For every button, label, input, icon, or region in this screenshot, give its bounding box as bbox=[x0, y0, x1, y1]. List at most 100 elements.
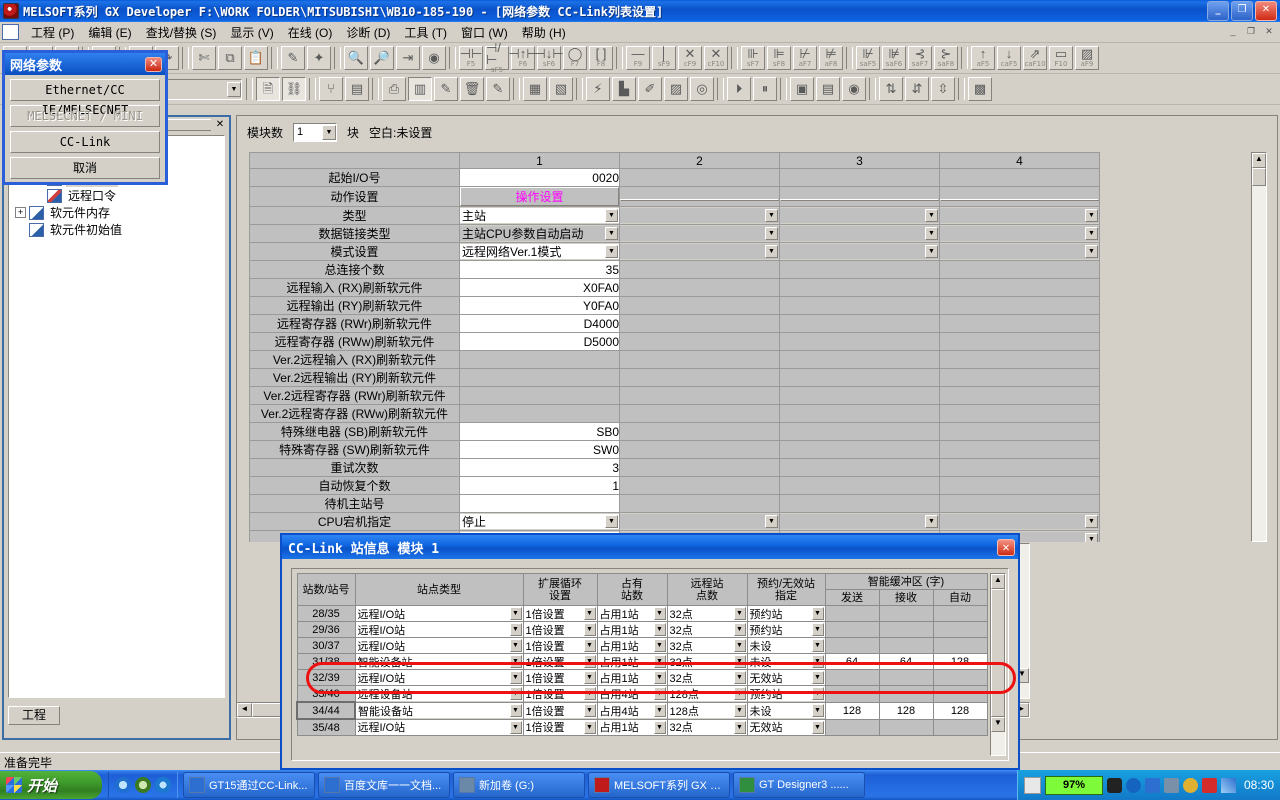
buffer-send-cell[interactable] bbox=[824, 637, 880, 654]
menu-tools[interactable]: 工具 (T) bbox=[404, 25, 448, 40]
expand-cycle-combo[interactable]: 1倍设置 ▼ bbox=[524, 638, 596, 653]
ladder-symbol-aF8-button[interactable]: ⊭ aF8 bbox=[819, 46, 843, 70]
step-stop-button[interactable]: ⏸ bbox=[753, 77, 777, 101]
close-icon[interactable]: ✕ bbox=[997, 538, 1015, 556]
parameter-combo[interactable]: ▼ bbox=[940, 514, 1099, 529]
project-view-button[interactable]: 🗎 bbox=[256, 77, 280, 101]
chevron-down-icon[interactable]: ▼ bbox=[765, 209, 778, 222]
parameter-combo[interactable]: ▼ bbox=[940, 244, 1099, 259]
buffer-recv-cell[interactable] bbox=[878, 605, 934, 622]
header-buffer-send[interactable]: 发送 bbox=[824, 589, 880, 606]
expand-cycle-combo[interactable]: 1倍设置 ▼ bbox=[524, 686, 596, 702]
child-close-button[interactable]: ✕ bbox=[1260, 23, 1278, 41]
occupy-station-combo[interactable]: 占用1站 ▼ bbox=[598, 670, 666, 685]
occupy-station-combo[interactable]: 占用1站 ▼ bbox=[598, 654, 666, 669]
buffer-auto-cell[interactable] bbox=[932, 685, 988, 703]
ladder-edit-button[interactable]: ▙ bbox=[612, 77, 636, 101]
grid-toggle-button[interactable]: ▩ bbox=[968, 77, 992, 101]
taskbar-task-4[interactable]: GT Designer3 ...... bbox=[733, 772, 865, 798]
safely-remove-icon[interactable] bbox=[1125, 777, 1141, 793]
remote-points-combo[interactable]: 32点 ▼ bbox=[668, 606, 746, 621]
tab-project[interactable]: 工程 bbox=[8, 706, 60, 725]
station-type-combo[interactable]: 远程I/O站 ▼ bbox=[356, 606, 522, 621]
cancel-button[interactable]: 取消 bbox=[10, 157, 160, 179]
column-header-1[interactable]: 1 bbox=[459, 152, 620, 169]
chevron-down-icon[interactable]: ▼ bbox=[653, 655, 666, 668]
chevron-down-icon[interactable]: ▼ bbox=[509, 623, 522, 636]
operation-setting-button[interactable]: 操作设置 bbox=[460, 187, 619, 206]
buffer-recv-cell[interactable]: 64 bbox=[878, 653, 934, 670]
tree-view-button[interactable]: ⛓ bbox=[282, 77, 306, 101]
parameter-row[interactable]: 远程寄存器 (RWr)刷新软元件 D4000 bbox=[249, 314, 1100, 333]
chevron-down-icon[interactable]: ▼ bbox=[653, 671, 666, 684]
reserve-invalid-combo[interactable]: 预约站 ▼ bbox=[748, 686, 824, 702]
buffer-send-cell[interactable] bbox=[824, 669, 880, 686]
chevron-down-icon[interactable]: ▼ bbox=[509, 687, 522, 701]
start-button[interactable]: 开始 bbox=[0, 771, 102, 799]
buffer-send-cell[interactable]: 64 bbox=[824, 653, 880, 670]
chevron-down-icon[interactable]: ▼ bbox=[583, 704, 596, 717]
chevron-down-icon[interactable]: ▼ bbox=[653, 607, 666, 620]
parameter-row[interactable]: 远程输出 (RY)刷新软元件 Y0FA0 bbox=[249, 296, 1100, 315]
chevron-down-icon[interactable]: ▼ bbox=[605, 209, 618, 222]
network-icon[interactable] bbox=[1163, 777, 1179, 793]
close-button[interactable]: ✕ bbox=[1255, 1, 1277, 21]
header-remote-points[interactable]: 远程站 点数 bbox=[666, 573, 748, 606]
chevron-down-icon[interactable]: ▼ bbox=[925, 209, 938, 222]
station-type-combo[interactable]: 远程I/O站 ▼ bbox=[356, 622, 522, 637]
chevron-down-icon[interactable]: ▼ bbox=[1085, 245, 1098, 258]
delete-plc-data-button[interactable]: 🗑 bbox=[460, 77, 484, 101]
chevron-down-icon[interactable]: ▼ bbox=[733, 687, 746, 701]
ladder-symbol-saF6-button[interactable]: ⊯ saF6 bbox=[882, 46, 906, 70]
chevron-down-icon[interactable]: ▼ bbox=[1085, 209, 1098, 222]
chevron-down-icon[interactable]: ▼ bbox=[765, 227, 778, 240]
reserve-invalid-combo[interactable]: 未设 ▼ bbox=[748, 703, 824, 718]
chevron-down-icon[interactable]: ▼ bbox=[733, 639, 746, 652]
monitor-mode-button[interactable]: ✦ bbox=[307, 46, 331, 70]
parameter-combo[interactable]: ▼ bbox=[780, 514, 939, 529]
module-count-select[interactable]: 1 ▼ bbox=[293, 122, 338, 142]
menu-window[interactable]: 窗口 (W) bbox=[461, 25, 508, 40]
cclink-station-row[interactable]: 35/48 远程I/O站 ▼ 1倍设置 ▼ 占用1站 ▼ 32点 ▼ 无效站 ▼ bbox=[296, 718, 988, 736]
remote-points-combo[interactable]: 128点 ▼ bbox=[668, 686, 746, 702]
parameter-row[interactable]: 重试次数 3 bbox=[249, 458, 1100, 477]
chevron-down-icon[interactable]: ▼ bbox=[733, 671, 746, 684]
taskbar-task-2[interactable]: 新加卷 (G:) bbox=[453, 772, 585, 798]
reserve-invalid-combo[interactable]: 未设 ▼ bbox=[748, 638, 824, 653]
chevron-down-icon[interactable]: ▼ bbox=[811, 671, 824, 684]
parameter-combo[interactable]: ▼ bbox=[620, 226, 779, 241]
ladder-symbol-sF7-button[interactable]: ⊪ sF7 bbox=[741, 46, 765, 70]
write-to-plc-button[interactable]: ▥ bbox=[408, 77, 432, 101]
chevron-down-icon[interactable]: ▼ bbox=[765, 515, 778, 528]
remote-points-combo[interactable]: 128点 ▼ bbox=[668, 703, 746, 718]
buffer-auto-cell[interactable] bbox=[932, 669, 988, 686]
occupy-station-combo[interactable]: 占用4站 ▼ bbox=[598, 703, 666, 718]
chevron-down-icon[interactable]: ▼ bbox=[733, 607, 746, 620]
chevron-down-icon[interactable]: ▼ bbox=[605, 515, 618, 528]
parameter-row[interactable]: Ver.2远程输出 (RY)刷新软元件 bbox=[249, 368, 1100, 387]
parameter-combo[interactable]: ▼ bbox=[780, 208, 939, 223]
child-minimize-button[interactable]: _ bbox=[1224, 23, 1242, 41]
monitor-start-button[interactable]: ▦ bbox=[523, 77, 547, 101]
keyboard-icon[interactable] bbox=[1023, 776, 1041, 794]
station-type-combo[interactable]: 智能设备站 ▼ bbox=[356, 703, 522, 718]
write-during-run-button[interactable]: ✐ bbox=[638, 77, 662, 101]
cclink-station-row[interactable]: 30/37 远程I/O站 ▼ 1倍设置 ▼ 占用1站 ▼ 32点 ▼ 未设 ▼ bbox=[296, 637, 988, 654]
parameter-row[interactable]: 特殊继电器 (SB)刷新软元件 SB0 bbox=[249, 422, 1100, 441]
parameter-row[interactable]: Ver.2远程输入 (RX)刷新软元件 bbox=[249, 350, 1100, 369]
chevron-down-icon[interactable]: ▼ bbox=[733, 720, 746, 734]
column-header-4[interactable]: 4 bbox=[939, 152, 1100, 169]
chevron-down-icon[interactable]: ▼ bbox=[653, 704, 666, 717]
operation-setting-button[interactable] bbox=[620, 198, 779, 201]
device-search-button[interactable]: ◉ bbox=[422, 46, 446, 70]
cclink-station-row[interactable]: 29/36 远程I/O站 ▼ 1倍设置 ▼ 占用1站 ▼ 32点 ▼ 预约站 ▼ bbox=[296, 621, 988, 638]
chevron-down-icon[interactable]: ▼ bbox=[811, 639, 824, 652]
buffer-recv-cell[interactable] bbox=[878, 637, 934, 654]
chevron-down-icon[interactable]: ▼ bbox=[583, 671, 596, 684]
remote-points-combo[interactable]: 32点 ▼ bbox=[668, 654, 746, 669]
tree-node-3[interactable]: 远程口令 bbox=[9, 187, 224, 204]
parameter-combo[interactable]: 停止 ▼ bbox=[460, 514, 619, 529]
ladder-symbol-F8-button[interactable]: [ ] F8 bbox=[589, 46, 613, 70]
station-type-combo[interactable]: 远程I/O站 ▼ bbox=[356, 719, 522, 735]
close-icon[interactable]: ✕ bbox=[145, 56, 162, 72]
